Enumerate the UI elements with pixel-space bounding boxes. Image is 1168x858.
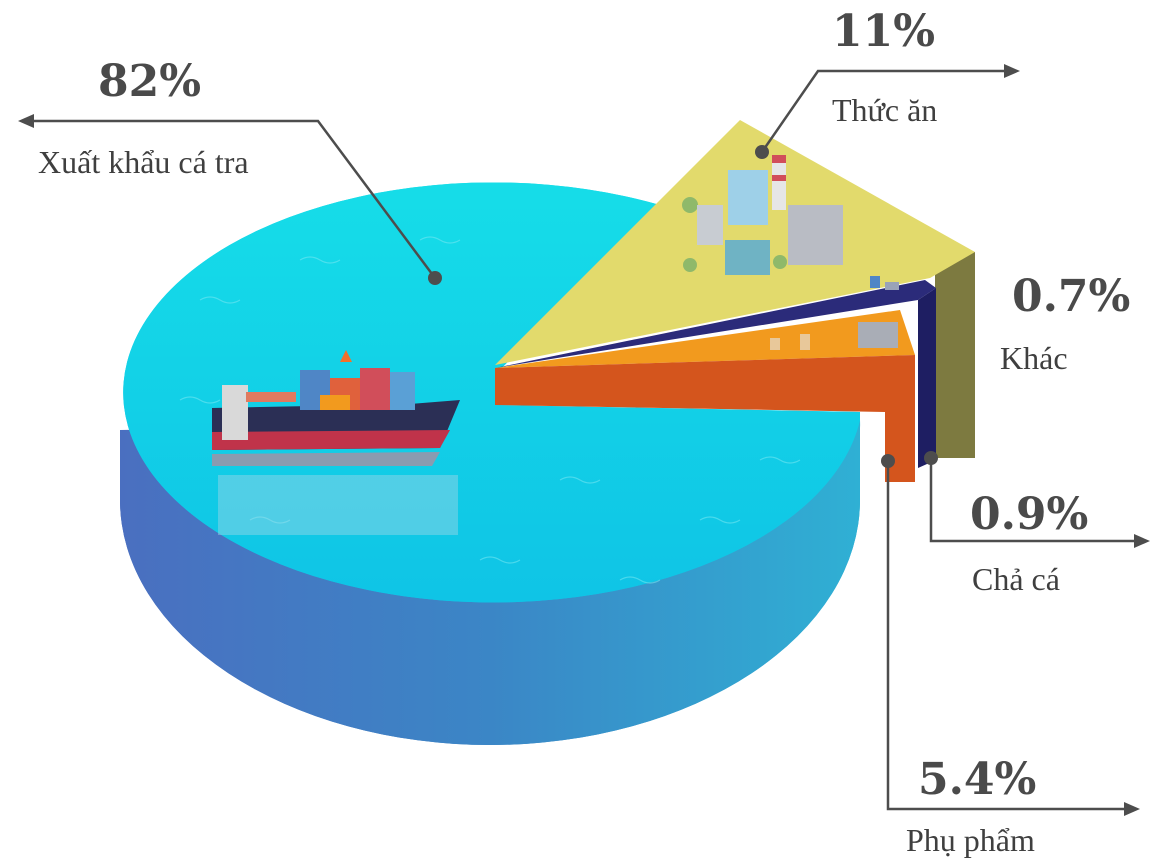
- pct-thuc-an: 11%: [832, 6, 936, 57]
- slice-thuc-an-side: [935, 252, 975, 458]
- leader-phu-pham: [886, 461, 1130, 811]
- leader-thuc-an: [760, 69, 1010, 153]
- slice-phu-pham-front: [495, 355, 915, 482]
- factory-icon: [682, 155, 843, 275]
- leader-lines: [28, 69, 1140, 811]
- machinery-icon: [870, 276, 899, 290]
- pct-khac: 0.7%: [1012, 271, 1131, 322]
- label-phu-pham: Phụ phẩm: [906, 822, 1035, 858]
- slice-cha-ca: [495, 310, 915, 368]
- pct-phu-pham: 5.4%: [918, 754, 1037, 805]
- label-cha-ca: Chả cá: [972, 561, 1060, 597]
- leader-xuat-khau: [28, 119, 437, 279]
- pct-xuat-khau: 82%: [98, 56, 202, 107]
- slice-khac: [495, 280, 936, 468]
- slice-cha-ca-top: [495, 310, 915, 368]
- label-xuat-khau: Xuất khẩu cá tra: [38, 144, 249, 180]
- leader-dots: [428, 145, 938, 468]
- slice-xuat-khau: [120, 182, 861, 745]
- label-khac: Khác: [1000, 340, 1068, 376]
- label-thuc-an: Thức ăn: [832, 92, 938, 128]
- leader-arrowheads: [18, 64, 1150, 816]
- slice-khac-side: [918, 288, 936, 468]
- slice-khac-top: [495, 280, 936, 368]
- pct-cha-ca: 0.9%: [970, 489, 1089, 540]
- container-ship-icon: [212, 350, 460, 535]
- processing-plant-icon: [770, 322, 898, 350]
- leader-cha-ca: [929, 458, 1140, 543]
- slice-phu-pham: [495, 355, 915, 482]
